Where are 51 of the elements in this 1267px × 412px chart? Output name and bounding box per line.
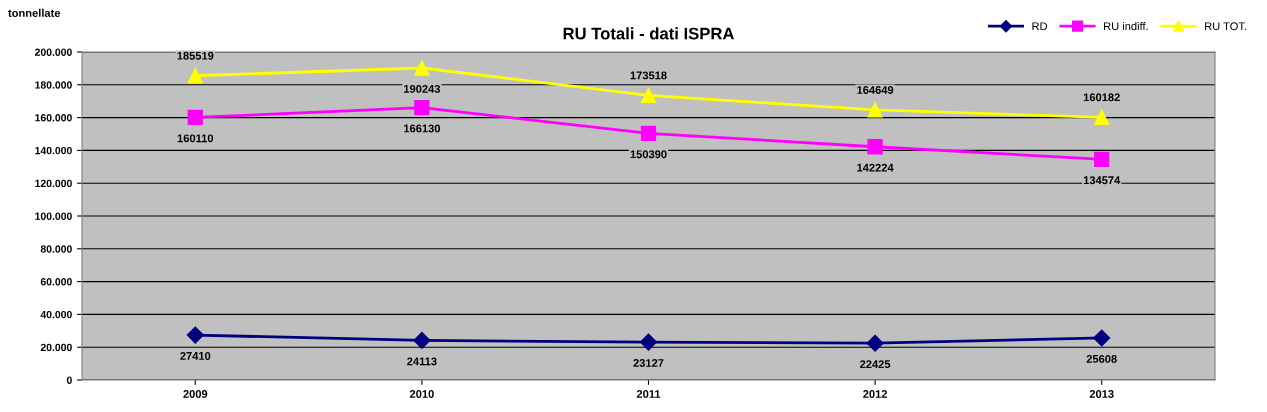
y-tick-label: 60.000 (40, 278, 72, 286)
y-tick-label: 100.000 (35, 212, 72, 220)
point (1094, 109, 1110, 125)
y-tick-label: 0 (66, 376, 72, 384)
y-tick-label: 20.000 (40, 343, 72, 352)
y-tick-label: 180.000 (35, 81, 72, 89)
legend-label: RU TOT. (1205, 22, 1246, 31)
point (640, 87, 657, 104)
data-label: 166130 (404, 124, 440, 133)
data-label: 142224 (857, 163, 894, 172)
point (1094, 151, 1110, 167)
y-tick-label: 160.000 (35, 114, 72, 122)
data-label: 190243 (404, 84, 441, 93)
y-tick-label: 40.000 (40, 310, 72, 319)
point (413, 331, 431, 350)
data-label: 160182 (1083, 93, 1120, 102)
y-tick-label: 200.000 (34, 48, 72, 56)
point (187, 109, 203, 126)
point (639, 333, 658, 351)
y-tick-label: 120.000 (35, 179, 72, 188)
data-label: 134574 (1083, 176, 1121, 185)
point (414, 99, 430, 116)
data-label: 23127 (633, 359, 664, 367)
x-tick-label: 2009 (183, 390, 208, 398)
data-label: 185519 (177, 51, 214, 60)
legend-label: RD (1032, 22, 1048, 31)
point (866, 334, 884, 352)
data-label: 22425 (860, 360, 891, 369)
data-label: 27410 (180, 352, 211, 360)
point (867, 102, 883, 118)
point (187, 68, 203, 84)
x-tick-label: 2012 (863, 390, 888, 398)
y-axis-title: tonnellate (8, 8, 61, 17)
y-tick-label: 80.000 (40, 245, 72, 253)
x-tick-label: 2013 (1089, 390, 1114, 398)
y-tick-label: 140.000 (35, 146, 72, 155)
point (414, 60, 430, 76)
point (640, 125, 657, 141)
point (867, 139, 883, 155)
data-label: 24113 (407, 357, 437, 366)
chart-title: RU Totali - dati ISPRA (563, 27, 735, 40)
data-label: 160110 (177, 134, 214, 143)
data-label: 25608 (1086, 354, 1117, 363)
legend-label: RU indiff. (1104, 22, 1148, 31)
point (186, 326, 204, 344)
x-tick-label: 2010 (409, 390, 434, 398)
data-label: 173518 (630, 71, 667, 80)
point (1093, 329, 1111, 347)
data-label: 150390 (630, 150, 667, 159)
data-label: 164649 (857, 86, 894, 94)
x-tick-label: 2011 (636, 390, 661, 398)
